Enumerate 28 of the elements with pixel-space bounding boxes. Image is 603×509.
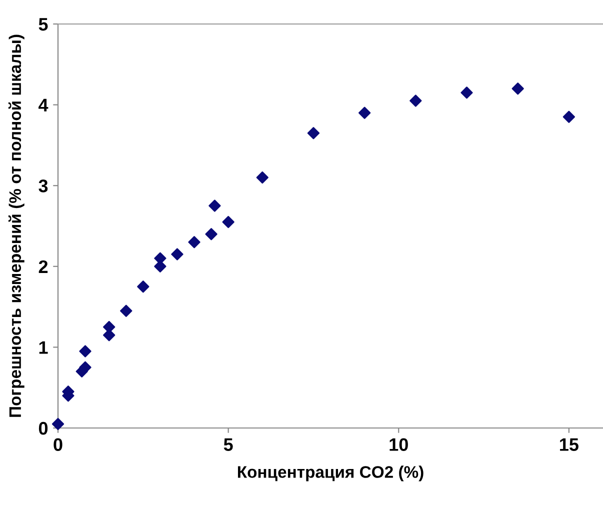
y-axis-title: Погрешность измерений (% от полной шкалы) <box>8 34 24 417</box>
x-tick-label: 15 <box>560 438 578 451</box>
point <box>52 418 64 430</box>
y-tick-label: 5 <box>38 18 48 31</box>
point <box>460 86 473 99</box>
y-tick-label: 2 <box>38 260 48 273</box>
point <box>79 345 92 358</box>
y-tick-label: 4 <box>38 98 48 112</box>
point <box>205 228 218 240</box>
point <box>120 304 132 317</box>
point <box>358 106 371 119</box>
y-tick-label: 0 <box>38 422 48 435</box>
point <box>256 171 268 184</box>
point <box>562 110 576 123</box>
y-tick-label: 1 <box>39 341 48 354</box>
point <box>222 216 234 228</box>
x-tick-label: 5 <box>224 438 233 451</box>
x-axis-title: Концентрация CO2 (%) <box>238 466 424 482</box>
point <box>307 127 320 140</box>
point <box>188 236 200 248</box>
point <box>137 280 150 293</box>
point <box>410 94 422 107</box>
point <box>512 82 524 95</box>
point <box>208 200 221 212</box>
x-tick-label: 10 <box>390 438 408 451</box>
y-tick-label: 3 <box>38 180 48 192</box>
point <box>171 248 184 260</box>
x-tick-label: 0 <box>54 438 62 451</box>
